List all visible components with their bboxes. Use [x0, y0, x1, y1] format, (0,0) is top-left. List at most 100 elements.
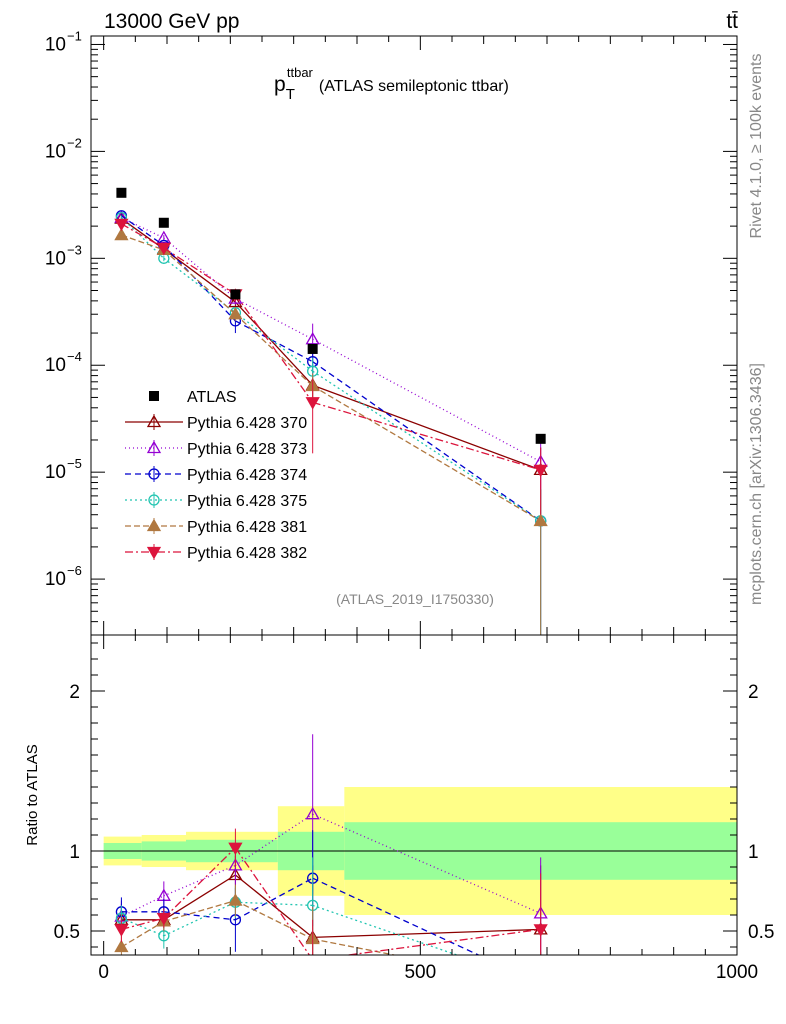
ratio-line-segment [348, 928, 541, 956]
series-pythia-6-428-373 [114, 210, 548, 500]
main-y-axis: 10−110−210−310−410−510−6 [45, 28, 738, 636]
mcplots-label: mcplots.cern.ch [arXiv:1306.3436] [748, 363, 765, 605]
ratio-x-tick-label: 1000 [716, 962, 758, 983]
ratio-y-tick-label: 0.5 [54, 922, 80, 943]
legend-marker [148, 468, 160, 480]
legend-label: Pythia 6.428 382 [187, 545, 307, 562]
main-panel: 10−110−210−310−410−510−6 pTttbar(ATLAS s… [45, 28, 738, 636]
main-y-tick-label: 10 [45, 248, 66, 269]
legend-label: ATLAS [187, 389, 237, 406]
ratio-line-segment [312, 938, 395, 956]
atlas-data-point [307, 343, 318, 354]
legend-label: Pythia 6.428 375 [187, 493, 307, 510]
ratio-point [228, 858, 243, 871]
title-rest: (ATLAS semileptonic ttbar) [319, 78, 509, 95]
ratio-point [228, 893, 243, 906]
main-marks [114, 187, 548, 635]
series-line-segment [234, 313, 314, 387]
ratio-line-segment [312, 813, 541, 914]
atlas-data-point [116, 187, 127, 198]
main-y-tick-label: 10 [45, 141, 66, 162]
ratio-axes: 0.5 0.5 1 1 2 2 0 500 1000 [54, 635, 774, 983]
data-point [228, 306, 243, 320]
series-line-segment [121, 215, 165, 246]
ratio-y-tick-label: 1 [69, 842, 80, 863]
series-line-segment [234, 293, 314, 403]
series-line-segment [163, 237, 236, 300]
ratio-x-tick-label: 500 [404, 962, 436, 983]
data-point [114, 227, 129, 241]
legend-label: Pythia 6.428 374 [187, 467, 307, 484]
analysis-id: (ATLAS_2019_I1750330) [336, 591, 494, 607]
legend-label: Pythia 6.428 370 [187, 415, 307, 432]
ratio-y-tick-label-right: 0.5 [748, 922, 774, 943]
title-sup: ttbar [287, 65, 314, 80]
legend-item-pythia-6-428-381: Pythia 6.428 381 [125, 518, 307, 536]
ratio-line-segment [312, 904, 458, 956]
main-y-tick-exponent: −1 [67, 28, 82, 43]
series-pythia-6-428-375 [115, 212, 547, 635]
ratio-line-segment [121, 917, 164, 931]
legend-marker [146, 414, 162, 428]
ratio-line-segment [163, 874, 236, 921]
ratio-point [114, 939, 129, 953]
ratio-series-pythia-6-428-382 [114, 828, 548, 956]
legend-item-pythia-6-428-374: Pythia 6.428 374 [125, 466, 307, 484]
series-line-segment [234, 301, 314, 386]
title-sub: T [286, 86, 295, 103]
legend-label: Pythia 6.428 381 [187, 519, 307, 536]
legend-marker [146, 440, 162, 454]
ratio-point [533, 924, 548, 937]
series-line-segment [312, 385, 541, 522]
data-point [156, 242, 171, 256]
series-line-segment [235, 298, 313, 340]
ratio-line-segment [163, 901, 236, 937]
ratio-line-segment [234, 847, 310, 956]
ratio-y-tick-label: 2 [69, 682, 80, 703]
main-y-tick-label: 10 [45, 462, 66, 483]
ratio-line-segment [121, 920, 165, 948]
legend-marker [146, 546, 162, 560]
ratio-line-segment [235, 900, 313, 940]
ratio-point [114, 924, 129, 937]
data-point [305, 331, 320, 345]
process-label: tt̄ [726, 10, 738, 33]
legend-item-atlas: ATLAS [149, 389, 237, 406]
main-y-tick-exponent: −4 [67, 349, 82, 364]
series-line-segment [121, 234, 165, 251]
series-line-segment [235, 320, 313, 363]
data-point [533, 513, 548, 527]
title-main: p [274, 73, 286, 96]
ratio-line-segment [234, 874, 314, 938]
legend-item-pythia-6-428-370: Pythia 6.428 370 [125, 414, 307, 432]
series-line-segment [312, 361, 542, 522]
data-point [114, 218, 129, 232]
series-line-segment [312, 384, 541, 471]
ratio-point [156, 913, 171, 926]
ratio-line-segment [312, 928, 541, 939]
legend: ATLAS Pythia 6.428 370 Pythia 6.428 373 Pyt… [125, 389, 307, 562]
main-y-tick-label: 10 [45, 34, 66, 55]
data-point [533, 464, 548, 478]
legend-marker [146, 518, 162, 532]
ratio-line-segment [163, 911, 236, 921]
legend-item-pythia-6-428-382: Pythia 6.428 382 [125, 544, 307, 562]
ratio-panel: 0.5 0.5 1 1 2 2 0 500 1000 Ratio to ATLAS [24, 634, 774, 983]
atlas-data-point [230, 289, 241, 300]
atlas-data-point [535, 433, 546, 444]
atlas-data-point [158, 217, 169, 228]
ratio-y-tick-label-right: 1 [748, 842, 759, 863]
series-line-segment [312, 401, 541, 471]
legend-marker [149, 391, 159, 401]
ratio-y-tick-label-right: 2 [748, 682, 759, 703]
legend-item-pythia-6-428-375: Pythia 6.428 375 [125, 492, 307, 510]
series-line-segment [163, 248, 236, 303]
ratio-frame [90, 634, 738, 956]
main-y-tick-label: 10 [45, 569, 66, 590]
series-line-segment [312, 370, 542, 522]
ratio-line-segment [163, 847, 236, 919]
data-point [305, 397, 320, 410]
ratio-point [305, 806, 320, 820]
series-atlas [116, 187, 546, 444]
